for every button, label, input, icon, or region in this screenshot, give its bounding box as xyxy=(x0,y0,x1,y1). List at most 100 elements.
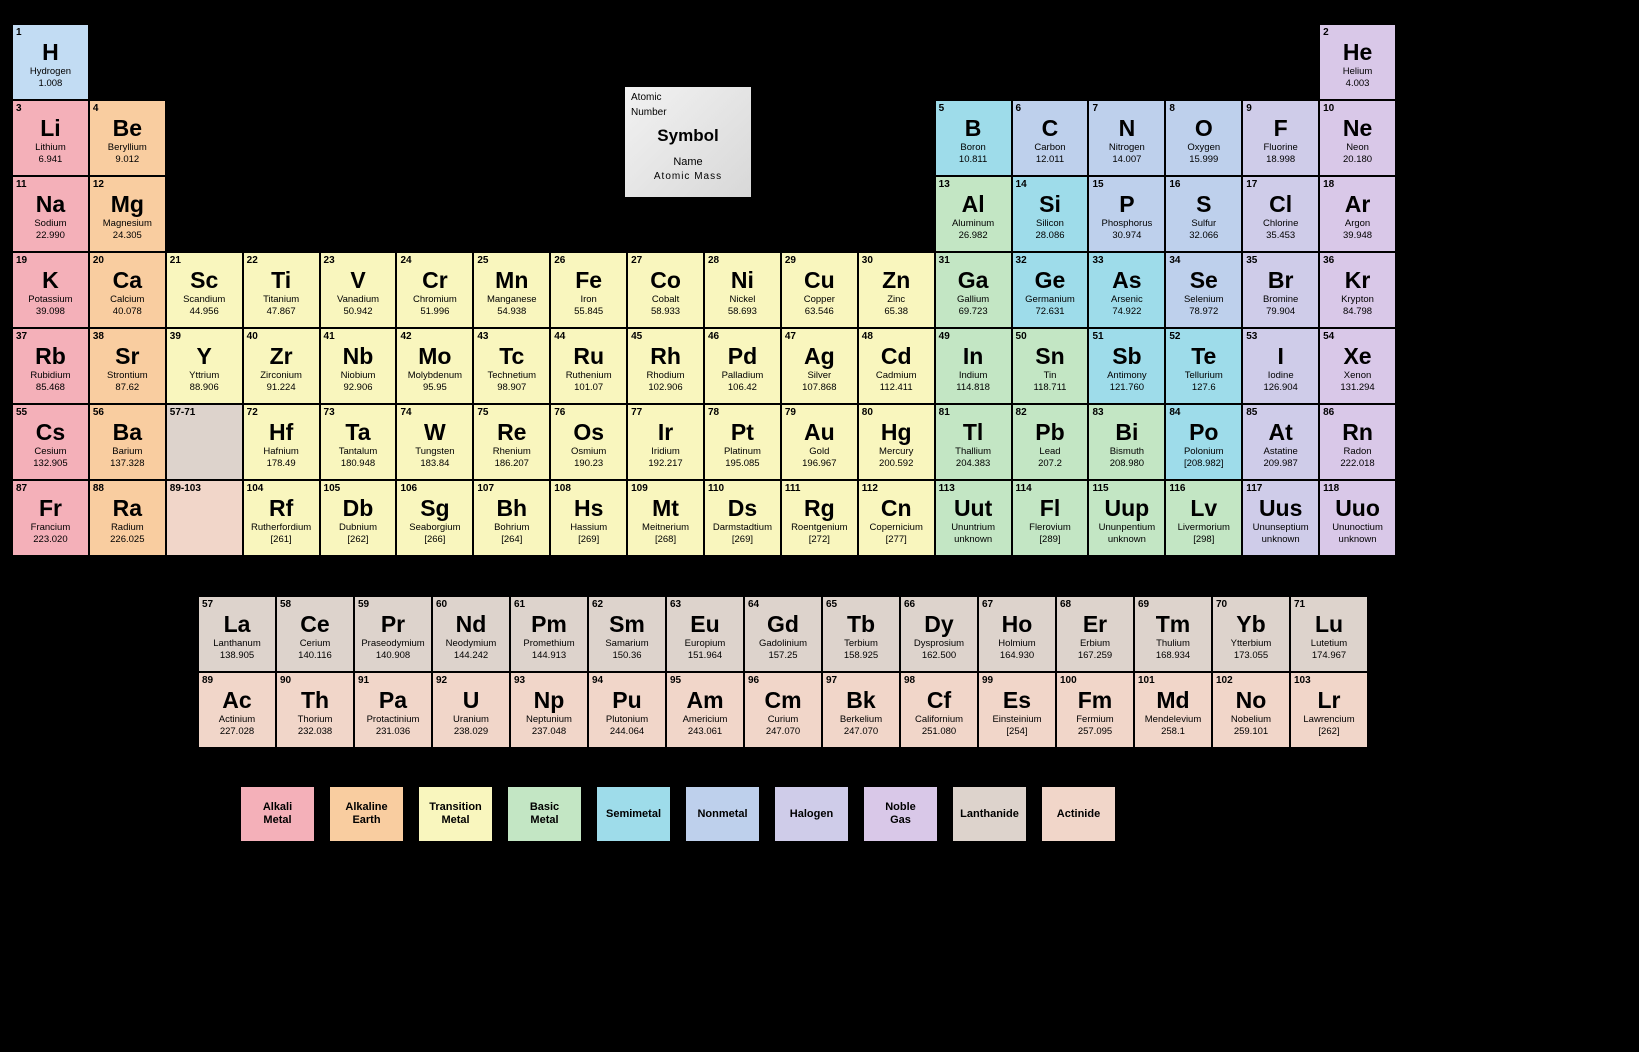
atomic-number: 15 xyxy=(1092,179,1103,190)
atomic-mass: 92.906 xyxy=(343,383,372,393)
atomic-mass: 24.305 xyxy=(113,231,142,241)
legend-alkali: AlkaliMetal xyxy=(240,786,315,842)
empty-cell xyxy=(858,24,935,100)
empty-cell xyxy=(858,176,935,252)
atomic-number: 110 xyxy=(708,483,724,494)
element-symbol: Np xyxy=(534,689,565,712)
element-symbol: Ba xyxy=(113,421,142,444)
atomic-number: 1 xyxy=(16,27,22,38)
element-cell-Nd: 60NdNeodymium144.242 xyxy=(432,596,510,672)
element-cell-Te: 52TeTellurium127.6 xyxy=(1165,328,1242,404)
atomic-number: 103 xyxy=(1294,675,1311,686)
element-symbol: Fm xyxy=(1078,689,1113,712)
atomic-number: 38 xyxy=(93,331,104,342)
atomic-number: 31 xyxy=(939,255,950,266)
atomic-mass: 74.922 xyxy=(1112,307,1141,317)
atomic-mass: 78.972 xyxy=(1189,307,1218,317)
atomic-mass: 39.948 xyxy=(1343,231,1372,241)
empty-cell xyxy=(473,24,550,100)
element-cell-Am: 95AmAmericium243.061 xyxy=(666,672,744,748)
legend-halogen: Halogen xyxy=(774,786,849,842)
element-symbol: Ce xyxy=(300,613,329,636)
atomic-number: 36 xyxy=(1323,255,1334,266)
atomic-number: 105 xyxy=(324,483,341,494)
element-cell-Ge: 32GeGermanium72.631 xyxy=(1012,252,1089,328)
element-name: Copernicium xyxy=(870,523,923,533)
atomic-mass: [269] xyxy=(732,535,753,545)
element-name: Neodymium xyxy=(446,639,497,649)
atomic-number: 73 xyxy=(324,407,335,418)
atomic-mass: 72.631 xyxy=(1035,307,1064,317)
element-cell-Th: 90ThThorium232.038 xyxy=(276,672,354,748)
legend-actinide: Actinide xyxy=(1041,786,1116,842)
element-symbol: W xyxy=(424,421,446,444)
element-symbol: Pu xyxy=(612,689,641,712)
empty-cell xyxy=(166,24,243,100)
atomic-number: 43 xyxy=(477,331,488,342)
element-name: Sodium xyxy=(34,219,66,229)
element-cell-Dy: 66DyDysprosium162.500 xyxy=(900,596,978,672)
empty-cell xyxy=(243,176,320,252)
element-name: Meitnerium xyxy=(642,523,689,533)
atomic-mass: 180.948 xyxy=(341,459,375,469)
element-cell-Be: 4BeBeryllium9.012 xyxy=(89,100,166,176)
element-name: Polonium xyxy=(1184,447,1224,457)
element-symbol: Uuo xyxy=(1335,497,1380,520)
element-symbol: Fr xyxy=(39,497,62,520)
atomic-mass: 167.259 xyxy=(1078,651,1112,661)
element-name: Neptunium xyxy=(526,715,572,725)
atomic-mass: 30.974 xyxy=(1112,231,1141,241)
element-symbol: Cl xyxy=(1269,193,1292,216)
element-cell-Ag: 47AgSilver107.868 xyxy=(781,328,858,404)
atomic-mass: 10.811 xyxy=(959,155,987,165)
legend-basic: BasicMetal xyxy=(507,786,582,842)
atomic-mass: 222.018 xyxy=(1340,459,1374,469)
element-name: Potassium xyxy=(28,295,72,305)
element-name: Thulium xyxy=(1156,639,1190,649)
empty-cell xyxy=(1012,24,1089,100)
element-name: Lead xyxy=(1039,447,1060,457)
element-cell-Ir: 77IrIridium192.217 xyxy=(627,404,704,480)
element-cell-Rb: 37RbRubidium85.468 xyxy=(12,328,89,404)
element-name: Strontium xyxy=(107,371,148,381)
element-cell-Sg: 106SgSeaborgium[266] xyxy=(396,480,473,556)
element-name: Molybdenum xyxy=(408,371,462,381)
atomic-number: 16 xyxy=(1169,179,1180,190)
atomic-number: 20 xyxy=(93,255,104,266)
atomic-number: 91 xyxy=(358,675,369,686)
element-symbol: P xyxy=(1119,193,1134,216)
atomic-number: 79 xyxy=(785,407,796,418)
atomic-mass: 232.038 xyxy=(298,727,332,737)
atomic-mass: 144.913 xyxy=(532,651,566,661)
atomic-mass: [268] xyxy=(655,535,676,545)
element-cell-Au: 79AuGold196.967 xyxy=(781,404,858,480)
element-symbol: Uut xyxy=(954,497,992,520)
atomic-mass: 207.2 xyxy=(1038,459,1062,469)
element-name: Cobalt xyxy=(652,295,679,305)
element-symbol: In xyxy=(963,345,983,368)
element-symbol: Sn xyxy=(1035,345,1064,368)
element-symbol: Tc xyxy=(499,345,524,368)
atomic-mass: 137.328 xyxy=(110,459,144,469)
atomic-number: 118 xyxy=(1323,483,1339,494)
empty-cell xyxy=(396,100,473,176)
element-name: Protactinium xyxy=(367,715,420,725)
element-symbol: Lr xyxy=(1318,689,1341,712)
atomic-number: 50 xyxy=(1016,331,1027,342)
element-symbol: Ds xyxy=(728,497,757,520)
atomic-number: 34 xyxy=(1169,255,1180,266)
element-name: Nitrogen xyxy=(1109,143,1145,153)
atomic-number: 81 xyxy=(939,407,950,418)
atomic-number: 2 xyxy=(1323,27,1329,38)
element-symbol: C xyxy=(1042,117,1059,140)
empty-cell xyxy=(1242,24,1319,100)
element-name: Silicon xyxy=(1036,219,1064,229)
element-name: Lanthanum xyxy=(213,639,261,649)
element-name: Seaborgium xyxy=(409,523,460,533)
atomic-number: 57 xyxy=(202,599,213,610)
element-cell-Uus: 117UusUnunseptiumunknown xyxy=(1242,480,1319,556)
atomic-mass: 6.941 xyxy=(39,155,63,165)
atomic-number: 93 xyxy=(514,675,525,686)
legend-row: AlkaliMetalAlkalineEarthTransitionMetalB… xyxy=(240,786,1633,842)
element-name: Bismuth xyxy=(1110,447,1144,457)
